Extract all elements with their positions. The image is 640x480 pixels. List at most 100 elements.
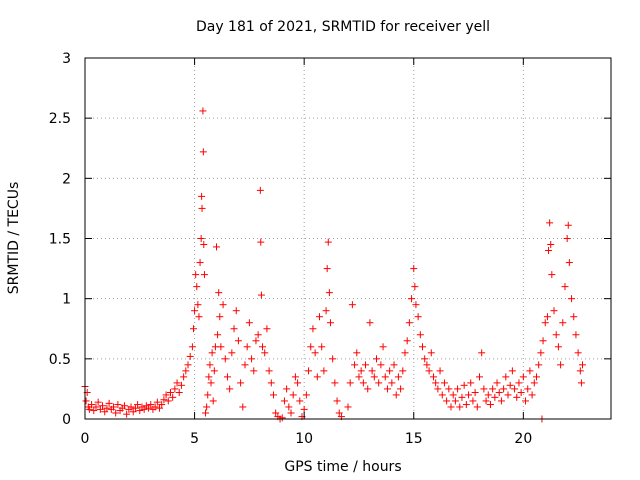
data-point bbox=[105, 399, 113, 407]
data-point bbox=[467, 379, 475, 387]
data-point bbox=[550, 307, 558, 315]
data-point bbox=[169, 393, 177, 401]
data-point bbox=[243, 343, 251, 351]
data-point bbox=[234, 337, 242, 345]
data-point bbox=[192, 271, 200, 279]
data-point bbox=[215, 289, 223, 297]
data-point bbox=[434, 385, 442, 393]
data-point bbox=[515, 379, 523, 387]
data-point bbox=[324, 238, 332, 246]
data-point bbox=[82, 397, 90, 405]
data-point bbox=[92, 403, 100, 411]
data-point bbox=[432, 379, 440, 387]
data-point bbox=[353, 349, 361, 357]
data-point bbox=[364, 385, 372, 393]
data-point bbox=[177, 381, 185, 389]
data-point bbox=[322, 307, 330, 315]
data-point bbox=[202, 409, 210, 417]
data-point bbox=[267, 379, 275, 387]
data-point bbox=[414, 313, 422, 321]
data-point bbox=[90, 407, 98, 415]
data-point bbox=[493, 379, 501, 387]
data-point bbox=[348, 301, 356, 309]
data-point bbox=[574, 349, 582, 357]
gridlines bbox=[85, 58, 611, 419]
data-point bbox=[333, 397, 341, 405]
data-point bbox=[323, 265, 331, 273]
data-point bbox=[188, 343, 196, 351]
y-tick-label: 2 bbox=[62, 171, 71, 187]
data-point bbox=[219, 301, 227, 309]
data-point bbox=[465, 391, 473, 399]
data-point bbox=[283, 385, 291, 393]
data-point bbox=[248, 355, 256, 363]
data-point bbox=[329, 355, 337, 363]
data-point bbox=[357, 367, 365, 375]
data-point bbox=[305, 367, 313, 375]
x-tick-labels: 0 5 10 15 20 bbox=[81, 431, 533, 447]
data-point bbox=[129, 408, 137, 416]
data-point bbox=[166, 389, 174, 397]
y-tick-label: 1 bbox=[62, 292, 71, 308]
data-point bbox=[355, 373, 363, 381]
data-point bbox=[208, 349, 216, 357]
data-point bbox=[331, 379, 339, 387]
data-point bbox=[216, 313, 224, 321]
x-tick-label: 5 bbox=[190, 431, 199, 447]
data-point bbox=[223, 373, 231, 381]
data-point bbox=[522, 397, 530, 405]
data-point bbox=[140, 405, 148, 413]
data-point bbox=[309, 325, 317, 333]
data-point bbox=[221, 355, 229, 363]
x-tick-label: 15 bbox=[405, 431, 423, 447]
data-point bbox=[445, 385, 453, 393]
tick-marks bbox=[84, 57, 611, 420]
data-point bbox=[519, 373, 527, 381]
data-point bbox=[524, 385, 532, 393]
data-point bbox=[318, 343, 326, 351]
chart-title: Day 181 of 2021, SRMTID for receiver yel… bbox=[196, 19, 490, 35]
data-point bbox=[368, 367, 376, 375]
data-point bbox=[482, 397, 490, 405]
data-point bbox=[427, 349, 435, 357]
data-point bbox=[508, 367, 516, 375]
data-point bbox=[552, 331, 560, 339]
data-point bbox=[198, 204, 206, 212]
data-point bbox=[226, 385, 234, 393]
data-point bbox=[199, 107, 207, 115]
data-point bbox=[151, 403, 159, 411]
x-tick-label: 10 bbox=[295, 431, 313, 447]
data-point bbox=[203, 403, 211, 411]
data-point bbox=[162, 391, 170, 399]
data-point bbox=[153, 398, 161, 406]
data-point bbox=[443, 397, 451, 405]
data-point bbox=[565, 259, 573, 267]
data-point bbox=[198, 192, 206, 200]
data-point bbox=[194, 301, 202, 309]
data-point bbox=[296, 397, 304, 405]
y-tick-label: 3 bbox=[62, 51, 71, 67]
data-point bbox=[217, 343, 225, 351]
data-point bbox=[451, 397, 459, 405]
data-point bbox=[491, 393, 499, 401]
data-point bbox=[517, 389, 525, 397]
data-point bbox=[237, 379, 245, 387]
data-point bbox=[173, 379, 181, 387]
data-point bbox=[377, 361, 385, 369]
y-tick-label: 0 bbox=[62, 412, 71, 428]
data-point bbox=[213, 243, 220, 251]
data-point bbox=[484, 391, 492, 399]
data-point bbox=[257, 238, 265, 246]
data-point bbox=[506, 381, 514, 389]
data-point bbox=[197, 235, 205, 242]
data-point bbox=[546, 219, 554, 227]
data-point bbox=[526, 367, 534, 375]
data-point bbox=[302, 391, 310, 399]
data-point bbox=[458, 393, 466, 401]
data-point bbox=[200, 271, 208, 279]
data-point bbox=[495, 389, 503, 397]
data-point bbox=[386, 367, 394, 375]
data-point bbox=[230, 325, 238, 333]
y-tick-label: 0.5 bbox=[49, 352, 71, 368]
